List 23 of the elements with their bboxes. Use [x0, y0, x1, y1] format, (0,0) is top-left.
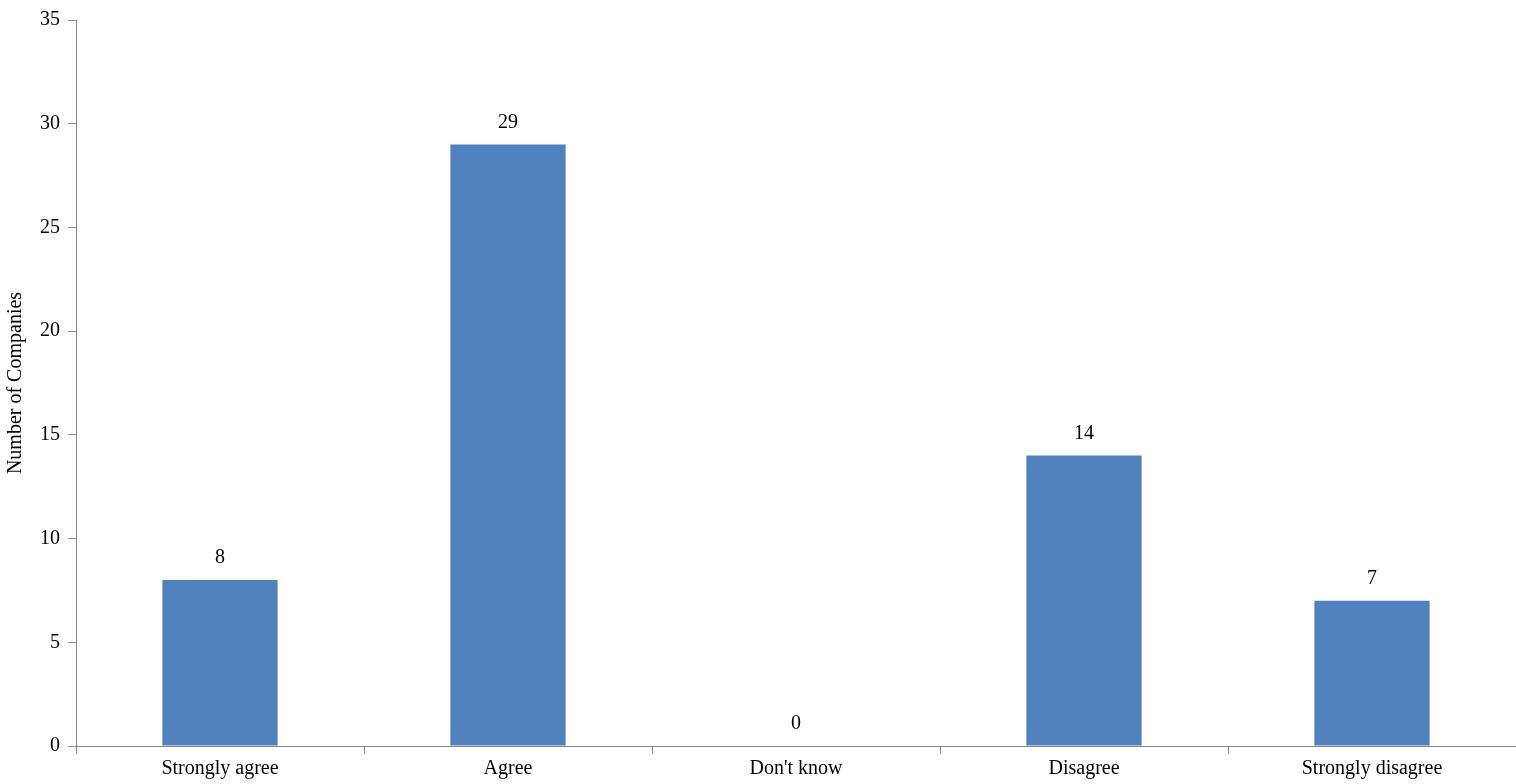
x-tick-label: Disagree: [1048, 756, 1120, 780]
y-tick-label: 20: [40, 318, 60, 341]
y-tick-label: 25: [40, 214, 60, 237]
x-tick-label: Strongly disagree: [1301, 756, 1443, 780]
x-tick-label: Strongly agree: [161, 756, 279, 780]
bar: [1026, 455, 1142, 746]
bar: [1314, 600, 1430, 746]
y-tick-label: 0: [50, 733, 60, 756]
bar: [450, 144, 566, 746]
y-tick-label: 30: [40, 110, 60, 133]
data-label: 14: [1074, 420, 1094, 443]
y-tick-label: 10: [40, 525, 60, 548]
x-tick-label: Agree: [483, 756, 533, 780]
x-tick-label: Don't know: [749, 756, 844, 779]
data-label: 7: [1367, 566, 1377, 589]
y-tick-label: 15: [40, 422, 60, 445]
y-axis-title: Number of Companies: [3, 291, 27, 475]
y-tick-label: 35: [40, 7, 60, 30]
y-tick-label: 5: [50, 629, 60, 652]
data-label: 8: [215, 545, 225, 568]
data-label: 29: [498, 109, 518, 132]
bar: [162, 580, 278, 746]
data-label: 0: [791, 711, 801, 734]
